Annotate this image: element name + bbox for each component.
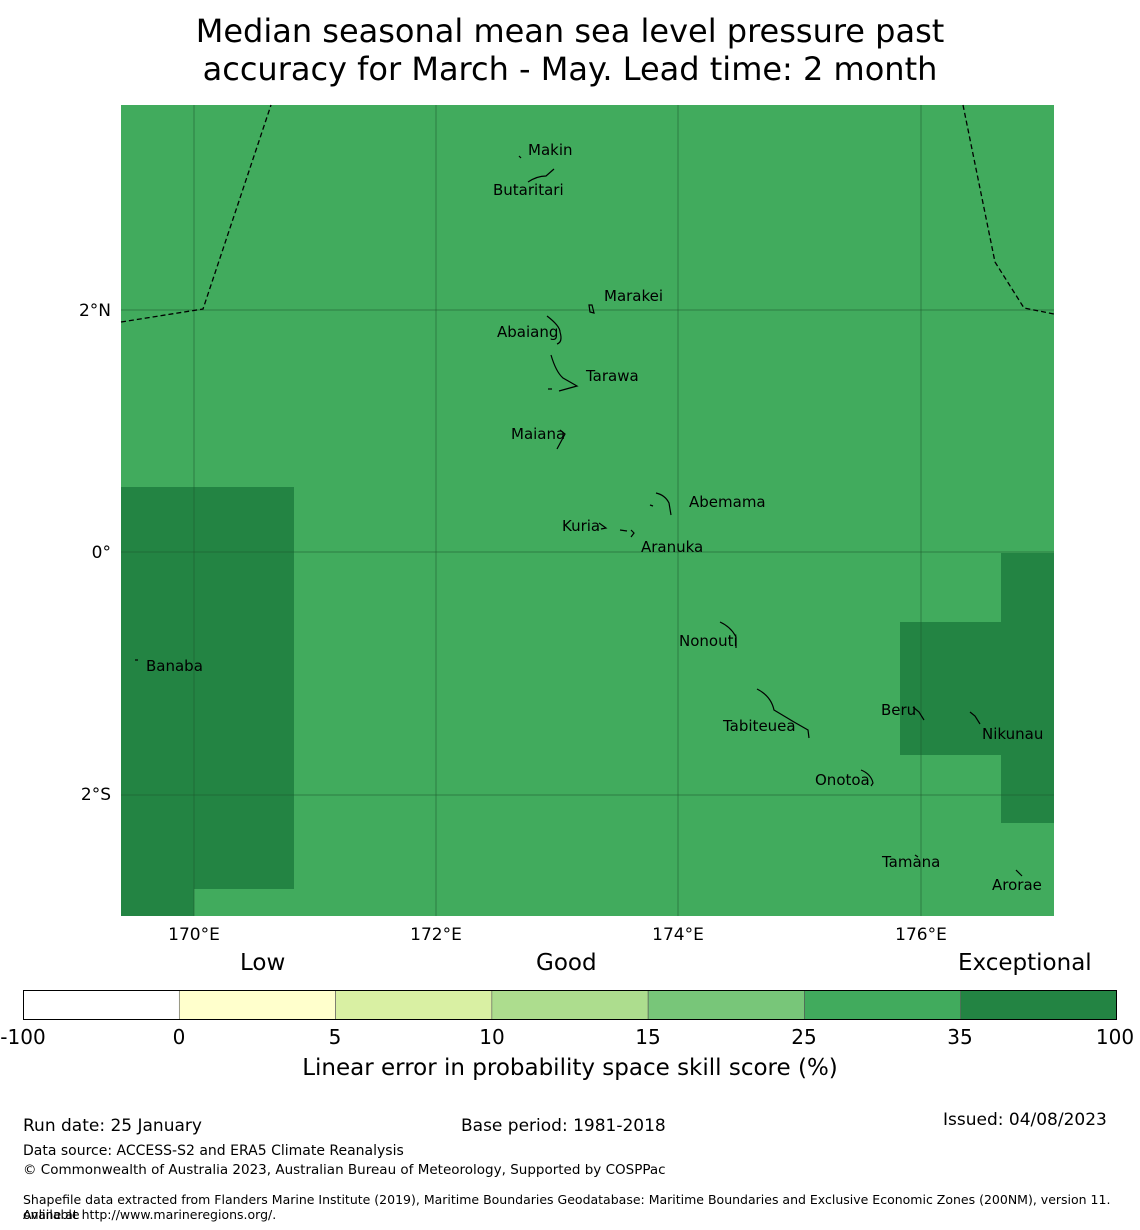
place-banaba: Banaba [146, 657, 203, 675]
colorbar-tick: 0 [172, 1025, 186, 1049]
category-good: Good [536, 950, 597, 976]
copyright: © Commonwealth of Australia 2023, Austra… [23, 1162, 666, 1178]
colorbar-label: Linear error in probability space skill … [302, 1055, 838, 1081]
map-figure: Makin Butaritari Marakei Abaiang Tarawa … [79, 104, 1055, 945]
place-tabiteuea: Tabiteuea [722, 717, 796, 735]
place-tarawa: Tarawa [585, 367, 639, 385]
eez-boundaries [120, 104, 1055, 323]
colorbar-segment [647, 990, 805, 1020]
lat-label-2n: 2°N [79, 301, 111, 321]
place-tamana: Tamana [881, 853, 940, 871]
region-east-block [900, 622, 1001, 755]
colorbar-tick: 10 [479, 1025, 505, 1049]
colorbar-tick: 35 [947, 1025, 973, 1049]
title-line-1: Median seasonal mean sea level pressure … [195, 12, 945, 50]
shapefile-credit-line-2: online at http://www.marineregions.org/. [23, 1207, 277, 1222]
place-labels: Makin Butaritari Marakei Abaiang Tarawa … [146, 141, 1043, 894]
colorbar-tick: 5 [328, 1025, 342, 1049]
place-arorae: Arorae [992, 876, 1042, 894]
place-abemama: Abemama [689, 493, 766, 511]
data-source: Data source: ACCESS-S2 and ERA5 Climate … [23, 1143, 404, 1159]
region-west-strip [121, 889, 194, 916]
place-butaritari: Butaritari [493, 181, 564, 199]
map-title: Median seasonal mean sea level pressure … [0, 12, 1140, 88]
region-east-strip [1001, 553, 1054, 823]
gridlines [121, 105, 1054, 916]
shapefile-credit-line-1: Shapefile data extracted from Flanders M… [23, 1192, 1111, 1222]
eez-boundary-west [120, 104, 272, 323]
colorbar-tick: 25 [791, 1025, 817, 1049]
colorbar-segment [23, 990, 180, 1020]
base-period: Base period: 1981-2018 [461, 1116, 666, 1136]
colorbar-segment [491, 990, 649, 1020]
category-low: Low [240, 950, 286, 976]
lon-labels: 170°E 172°E 174°E 176°E [168, 925, 947, 945]
exceptional-regions [121, 487, 1054, 916]
place-kuria: Kuria [562, 517, 600, 535]
lon-label-176e: 176°E [895, 925, 947, 945]
colorbar-segment [804, 990, 962, 1020]
place-marakei: Marakei [604, 287, 663, 305]
place-nonouti: Nonouti [679, 632, 738, 650]
issued-date: Issued: 04/08/2023 [943, 1110, 1107, 1130]
lon-label-174e: 174°E [652, 925, 704, 945]
colorbar-segment [960, 990, 1117, 1020]
lat-label-0: 0° [92, 543, 111, 563]
colorbar-tick: 100 [1095, 1025, 1135, 1049]
lon-label-170e: 170°E [168, 925, 220, 945]
place-abaiang: Abaiang [497, 323, 558, 341]
title-line-2: accuracy for March - May. Lead time: 2 m… [202, 50, 938, 88]
place-aranuka: Aranuka [641, 538, 703, 556]
lon-label-172e: 172°E [410, 925, 462, 945]
colorbar-segment [335, 990, 493, 1020]
category-exceptional: Exceptional [958, 950, 1092, 976]
place-beru: Beru [881, 701, 916, 719]
colorbar-tick: -100 [0, 1025, 46, 1049]
eez-boundary-east [962, 104, 1055, 315]
colorbar [23, 990, 1117, 1020]
region-west [121, 487, 294, 889]
island-outlines [135, 155, 1023, 877]
colorbar-tick: 15 [635, 1025, 661, 1049]
colorbar-segment [178, 990, 336, 1020]
place-nikunau: Nikunau [982, 725, 1043, 743]
lat-label-2s: 2°S [81, 785, 111, 805]
place-makin: Makin [528, 141, 573, 159]
lat-labels: 2°N 0° 2°S [79, 301, 111, 805]
place-onotoa: Onotoa [815, 771, 870, 789]
place-maiana: Maiana [511, 425, 565, 443]
run-date: Run date: 25 January [23, 1116, 202, 1136]
